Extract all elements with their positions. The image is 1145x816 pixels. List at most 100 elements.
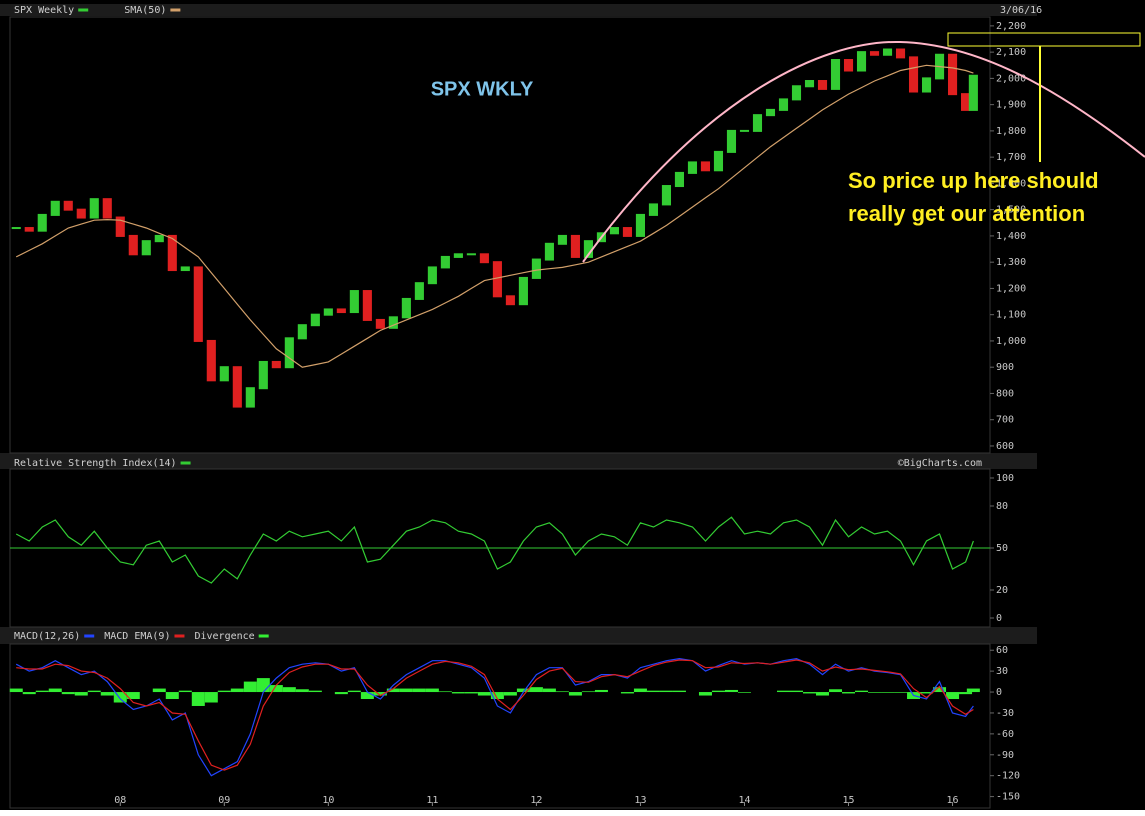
divergence-bar <box>464 692 478 694</box>
divergence-bar <box>152 688 166 693</box>
y-tick-label: 0 <box>996 687 1002 698</box>
y-tick-label: 1,200 <box>996 283 1026 294</box>
candle <box>206 339 216 382</box>
target-box <box>947 32 1141 47</box>
candle <box>583 240 593 258</box>
divergence-bar <box>373 692 387 696</box>
candle <box>895 48 906 59</box>
candle <box>466 253 476 256</box>
plot-area: 6007008009001,0001,1001,2001,3001,4001,5… <box>9 5 1026 806</box>
candle <box>635 213 645 237</box>
candle <box>349 290 359 314</box>
candle <box>908 56 919 93</box>
candle <box>479 253 489 264</box>
candle <box>622 227 632 237</box>
divergence-bar <box>829 689 843 693</box>
candle <box>713 150 724 172</box>
divergence-bar <box>724 689 738 693</box>
x-tick-label: 10 <box>322 795 334 806</box>
candle <box>102 198 112 219</box>
candle <box>401 297 411 319</box>
divergence-bar <box>269 685 283 693</box>
candle <box>63 200 73 211</box>
y-tick-label: 1,800 <box>996 126 1026 137</box>
y-tick-label: 2,200 <box>996 21 1026 32</box>
divergence-bar <box>737 692 751 693</box>
divergence-bar <box>868 692 882 693</box>
header-strip <box>0 4 1037 16</box>
x-tick-label: 12 <box>530 795 542 806</box>
divergence-bar <box>204 692 218 703</box>
divergence-bar <box>9 688 23 693</box>
y-tick-label: 1,400 <box>996 231 1026 242</box>
divergence-bar <box>816 692 830 696</box>
candle <box>492 261 502 298</box>
divergence-bar <box>568 692 582 696</box>
x-tick-label: 14 <box>738 795 750 806</box>
candle <box>232 366 242 408</box>
divergence-bar <box>477 692 491 696</box>
divergence-bar <box>802 692 817 694</box>
y-tick-label: -120 <box>996 771 1020 782</box>
source-label: ©BigCharts.com <box>898 458 982 469</box>
x-tick-label: 09 <box>218 795 230 806</box>
divergence-bar <box>360 692 374 700</box>
divergence-bar <box>295 689 309 693</box>
candle <box>50 200 60 216</box>
chart-title: SPX WKLY <box>431 78 534 100</box>
candle <box>947 53 958 96</box>
divergence-bar <box>412 688 426 693</box>
divergence-bar <box>529 687 543 693</box>
y-tick-label: 0 <box>996 613 1002 624</box>
divergence-bar <box>61 692 75 695</box>
candle <box>440 255 450 269</box>
candle <box>648 203 659 216</box>
candle <box>700 161 711 172</box>
candle <box>557 234 567 245</box>
legend-label: SMA(50) <box>124 5 166 16</box>
divergence-bar <box>672 690 686 693</box>
legend-label: Relative Strength Index(14) <box>14 458 177 469</box>
legend-label: MACD EMA(9) <box>104 631 170 642</box>
divergence-bar <box>620 692 634 694</box>
divergence-bar <box>308 690 322 693</box>
divergence-bar <box>581 691 595 693</box>
candle <box>961 93 971 111</box>
panel-border <box>9 643 991 809</box>
candle <box>11 227 21 230</box>
divergence-bar <box>555 691 569 693</box>
legend-label: MACD(12,26) <box>14 631 80 642</box>
divergence-bar <box>74 692 88 696</box>
candle <box>869 51 880 56</box>
candle <box>752 114 763 132</box>
divergence-bar <box>594 689 608 693</box>
candle <box>167 234 177 272</box>
candle <box>921 77 932 93</box>
divergence-bar <box>894 692 908 693</box>
candle <box>128 234 138 256</box>
candle <box>297 324 307 340</box>
candle <box>180 266 190 272</box>
y-tick-label: 700 <box>996 415 1014 426</box>
y-tick-label: 20 <box>996 585 1008 596</box>
divergence-bar <box>87 690 101 693</box>
candle <box>778 98 789 111</box>
divergence-bar <box>191 692 205 706</box>
candle <box>609 227 619 235</box>
divergence-bar <box>126 692 140 700</box>
candle <box>765 108 776 117</box>
candle <box>570 234 580 258</box>
divergence-bar <box>100 692 114 696</box>
divergence-bar <box>490 692 504 700</box>
series-line <box>16 659 974 771</box>
y-tick-label: -60 <box>996 729 1014 740</box>
y-tick-label: 60 <box>996 645 1008 656</box>
divergence-bar <box>243 681 257 693</box>
divergence-bar <box>966 688 980 693</box>
candle <box>518 276 528 306</box>
candle <box>219 366 229 382</box>
candle <box>661 185 672 206</box>
candle <box>427 266 437 285</box>
